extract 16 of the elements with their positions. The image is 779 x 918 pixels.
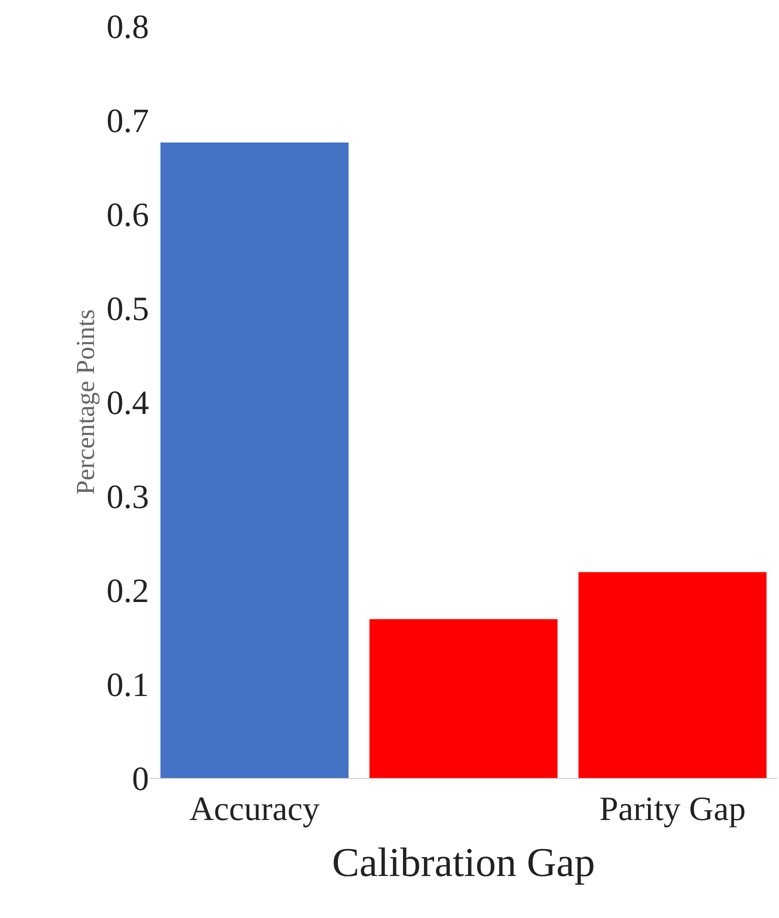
y-tick-label: 0	[132, 760, 149, 798]
x-tick-label: Parity Gap	[599, 790, 746, 828]
y-tick-label: 0.2	[106, 572, 149, 610]
bar	[369, 619, 558, 778]
y-tick-label: 0.6	[106, 196, 149, 234]
y-tick-label: 0.8	[106, 8, 149, 46]
y-tick-label: 0.7	[106, 102, 149, 140]
bar	[578, 572, 767, 778]
y-tick-label: 0.4	[106, 384, 149, 422]
bar	[160, 142, 349, 778]
y-tick-label: 0.1	[106, 666, 149, 704]
y-tick-label: 0.3	[106, 478, 149, 516]
x-tick-label: Accuracy	[189, 790, 320, 828]
x-axis-title: Calibration Gap	[332, 839, 596, 885]
y-tick-label: 0.5	[106, 290, 149, 328]
y-axis-title: Percentage Points	[70, 309, 100, 495]
